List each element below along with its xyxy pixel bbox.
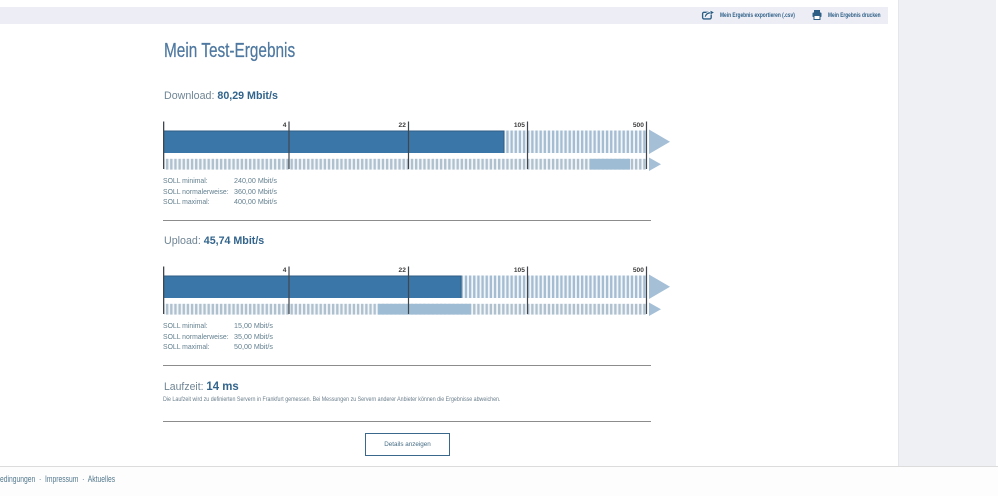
svg-text:500: 500: [633, 122, 644, 129]
svg-text:22: 22: [399, 267, 407, 274]
svg-text:4: 4: [283, 267, 287, 274]
svg-text:22: 22: [399, 122, 407, 129]
svg-text:500: 500: [633, 267, 644, 274]
svg-text:105: 105: [514, 122, 525, 129]
svg-text:4: 4: [283, 122, 287, 129]
svg-text:105: 105: [514, 267, 525, 274]
